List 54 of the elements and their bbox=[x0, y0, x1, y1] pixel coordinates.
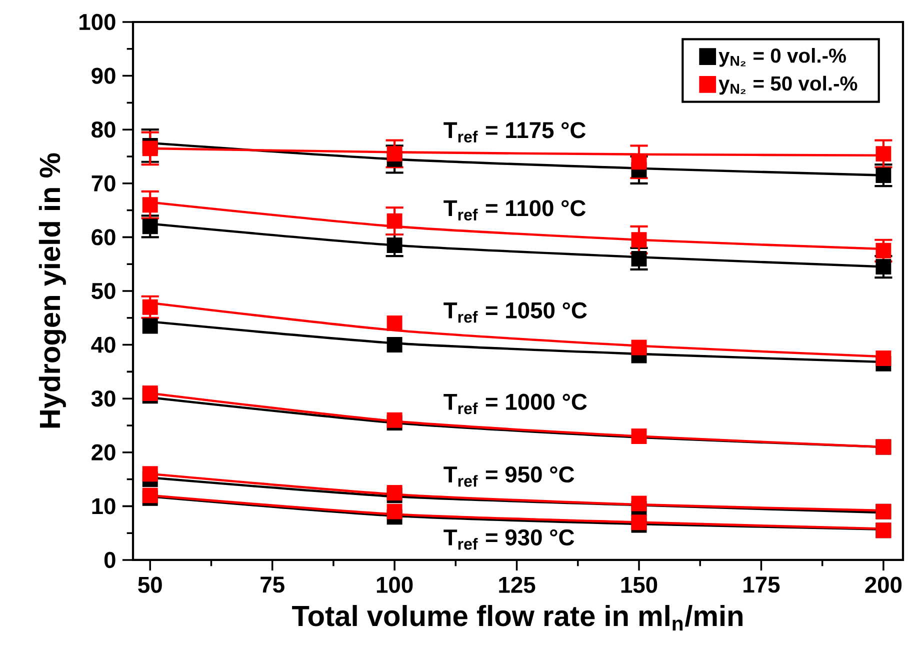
point bbox=[386, 504, 402, 520]
x-tick-label: 125 bbox=[499, 576, 536, 593]
x-tick-label: 75 bbox=[260, 576, 284, 593]
point bbox=[876, 242, 892, 258]
point bbox=[386, 213, 402, 229]
y-tick-label: 90 bbox=[92, 68, 116, 84]
point bbox=[631, 340, 647, 356]
point bbox=[142, 197, 158, 213]
point bbox=[631, 496, 647, 512]
y-tick-label: 10 bbox=[92, 498, 116, 514]
legend-label: y$_{N₂}$ = 0 vol.-% bbox=[718, 48, 846, 67]
point bbox=[142, 218, 158, 234]
point bbox=[631, 154, 647, 170]
point bbox=[386, 485, 402, 500]
point bbox=[876, 168, 892, 184]
x-tick-label: 50 bbox=[138, 576, 162, 593]
y-tick-label: 60 bbox=[92, 229, 116, 246]
y-tick-label: 80 bbox=[92, 122, 116, 138]
point bbox=[631, 428, 647, 444]
point bbox=[876, 146, 892, 162]
annotation: T$_{ref}$ = 1100 °C bbox=[444, 200, 586, 221]
x-tick-label: 175 bbox=[744, 576, 780, 593]
point bbox=[876, 350, 892, 366]
point bbox=[142, 385, 158, 401]
point bbox=[142, 318, 158, 334]
y-tick-label: 20 bbox=[92, 444, 116, 460]
point bbox=[631, 250, 647, 266]
point bbox=[386, 412, 402, 428]
annotation: T$_{ref}$ = 1175 °C bbox=[444, 122, 586, 143]
point bbox=[876, 259, 892, 275]
point bbox=[142, 466, 158, 482]
point bbox=[386, 238, 402, 253]
y-tick-label: 100 bbox=[80, 14, 116, 30]
point bbox=[142, 299, 158, 315]
point bbox=[631, 232, 647, 248]
point bbox=[386, 316, 402, 332]
legend-label: y$_{N₂}$ = 50 vol.-% bbox=[718, 76, 858, 95]
x-tick-label: 200 bbox=[865, 576, 902, 593]
x-axis-title: Total volume flow rate in ml$_{n}$/min bbox=[292, 604, 742, 631]
y-tick-label: 40 bbox=[91, 336, 116, 353]
y-tick-label: 70 bbox=[92, 175, 116, 192]
y-tick-label: 0 bbox=[104, 552, 116, 568]
point bbox=[386, 146, 402, 162]
y-tick-label: 50 bbox=[92, 282, 116, 300]
y-axis-title: Hydrogen yield in % bbox=[38, 153, 66, 428]
annotation: T$_{ref}$ = 930 °C bbox=[444, 529, 574, 550]
point bbox=[142, 140, 158, 156]
annotation: T$_{ref}$ = 950 °C bbox=[444, 466, 574, 487]
point bbox=[386, 337, 402, 353]
x-tick-label: 100 bbox=[376, 576, 413, 593]
x-tick-label: 150 bbox=[621, 576, 658, 593]
annotation: T$_{ref}$ = 1000 °C bbox=[444, 394, 587, 414]
annotation: T$_{ref}$ = 1050 °C bbox=[444, 302, 587, 323]
y-tick-label: 30 bbox=[91, 390, 116, 407]
